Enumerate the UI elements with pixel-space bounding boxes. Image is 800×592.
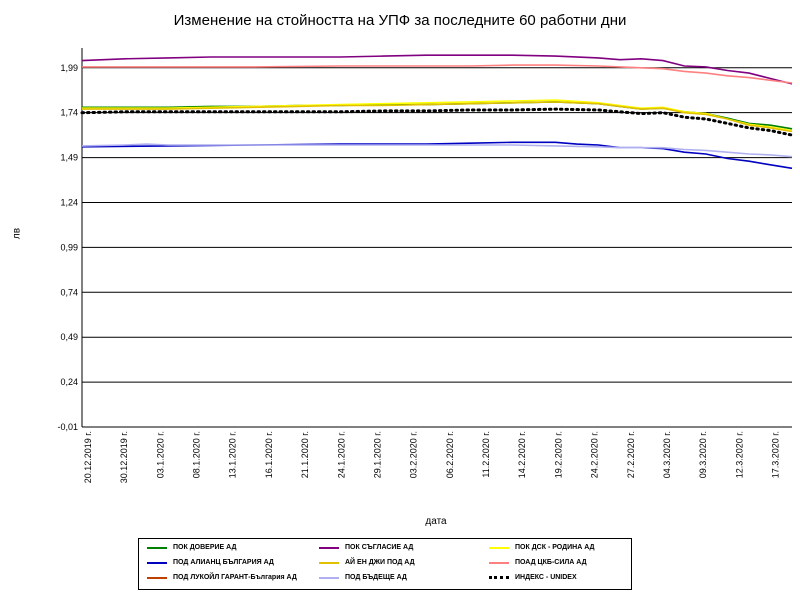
legend-swatch: [147, 561, 167, 564]
x-tick-label: 04.3.2020 г.: [662, 431, 672, 478]
legend-label: АЙ ЕН ДЖИ ПОД АД: [345, 559, 415, 566]
legend-swatch: [489, 576, 509, 579]
y-tick-label: 1,49: [60, 153, 78, 163]
x-axis-label: дата: [425, 516, 447, 527]
y-tick-label: 0,74: [60, 287, 78, 297]
legend-swatch: [147, 546, 167, 549]
x-tick-label: 03.1.2020 г.: [155, 431, 165, 478]
x-tick-label: 21.1.2020 г.: [300, 431, 310, 478]
series-line-5: [82, 64, 793, 84]
legend-swatch: [319, 576, 339, 579]
series-line-4: [82, 101, 793, 133]
y-tick-label: 1,74: [60, 108, 78, 118]
series-line-8: [80, 107, 794, 137]
x-tick-label: 20.12.2019 г.: [83, 431, 93, 483]
x-tick-label: 08.1.2020 г.: [192, 431, 202, 478]
x-tick-label: 16.1.2020 г.: [264, 431, 274, 478]
series-line-1: [81, 54, 793, 85]
legend-item: ПОД БЪДЕЩЕ АД: [319, 574, 407, 581]
legend-swatch: [489, 546, 509, 549]
legend-label: ИНДЕКС - UNIDEX: [515, 574, 577, 581]
legend-label: ПОК ДОВЕРИЕ АД: [173, 544, 237, 551]
legend-item: ПОК ДСК - РОДИНА АД: [489, 544, 595, 551]
x-tick-label: 29.1.2020 г.: [372, 431, 382, 478]
y-tick-label: 0,99: [60, 242, 78, 252]
x-tick-label: 27.2.2020 г.: [626, 431, 636, 478]
y-tick-label: 1,24: [60, 197, 78, 207]
legend-label: ПОД АЛИАНЦ БЪЛГАРИЯ АД: [173, 559, 274, 566]
x-tick-label: 30.12.2019 г.: [119, 431, 129, 483]
legend-item: ИНДЕКС - UNIDEX: [489, 574, 577, 581]
legend-item: ПОК ДОВЕРИЕ АД: [147, 544, 236, 551]
legend-label: ПОК ДСК - РОДИНА АД: [515, 544, 595, 551]
x-tick-label: 06.2.2020 г.: [445, 431, 455, 478]
legend-swatch: [319, 561, 339, 564]
x-tick-label: 24.1.2020 г.: [336, 431, 346, 478]
y-tick-label: 0,24: [60, 377, 78, 387]
x-tick-label: 19.2.2020 г.: [553, 431, 563, 478]
legend-item: ПОАД ЦКБ-СИЛА АД: [489, 559, 587, 566]
x-tick-label: 11.2.2020 г.: [481, 431, 491, 478]
legend-item: ПОК СЪГЛАСИЕ АД: [319, 544, 413, 551]
y-tick-label: 0,49: [60, 332, 78, 342]
axis-layer: [81, 48, 792, 428]
legend-swatch: [147, 576, 167, 579]
legend-label: ПОК СЪГЛАСИЕ АД: [345, 544, 414, 551]
x-tick-label: 13.1.2020 г.: [228, 431, 238, 478]
legend-item: ПОД ЛУКОЙЛ ГАРАНТ-България АД: [147, 574, 297, 581]
legend-item: АЙ ЕН ДЖИ ПОД АД: [319, 559, 415, 566]
series-line-3: [81, 141, 793, 170]
x-tick-label: 03.2.2020 г.: [409, 431, 419, 478]
x-tick-label: 12.3.2020 г.: [734, 431, 744, 478]
grid-layer: [82, 67, 792, 428]
series-line-0: [82, 101, 793, 130]
series-line-7: [81, 143, 793, 158]
legend-label: ПОД ЛУКОЙЛ ГАРАНТ-България АД: [173, 574, 297, 581]
series-layer: [80, 54, 794, 170]
legend: ПОК ДОВЕРИЕ АД ПОК СЪГЛАСИЕ АД ПОК ДСК - Р…: [138, 538, 632, 590]
x-tick-label: 24.2.2020 г.: [590, 431, 600, 478]
y-tick-label: -0,01: [57, 422, 78, 432]
legend-swatch: [489, 561, 509, 564]
legend-swatch: [319, 546, 339, 549]
chart-title: Изменение на стойността на УПФ за послед…: [173, 12, 627, 29]
x-tick-label: 09.3.2020 г.: [698, 431, 708, 478]
legend-label: ПОД БЪДЕЩЕ АД: [345, 574, 407, 581]
legend-label: ПОАД ЦКБ-СИЛА АД: [515, 559, 587, 566]
y-tick-label: 1,99: [60, 63, 78, 73]
x-tick-label: 17.3.2020 г.: [771, 431, 781, 478]
legend-item: ПОД АЛИАНЦ БЪЛГАРИЯ АД: [147, 559, 274, 566]
tick-label-layer: -0,01 0,24 0,49 0,74 0,99 1,24 1,49 1,74 1,99 20.…: [57, 63, 780, 483]
x-tick-label: 14.2.2020 г.: [517, 431, 527, 478]
